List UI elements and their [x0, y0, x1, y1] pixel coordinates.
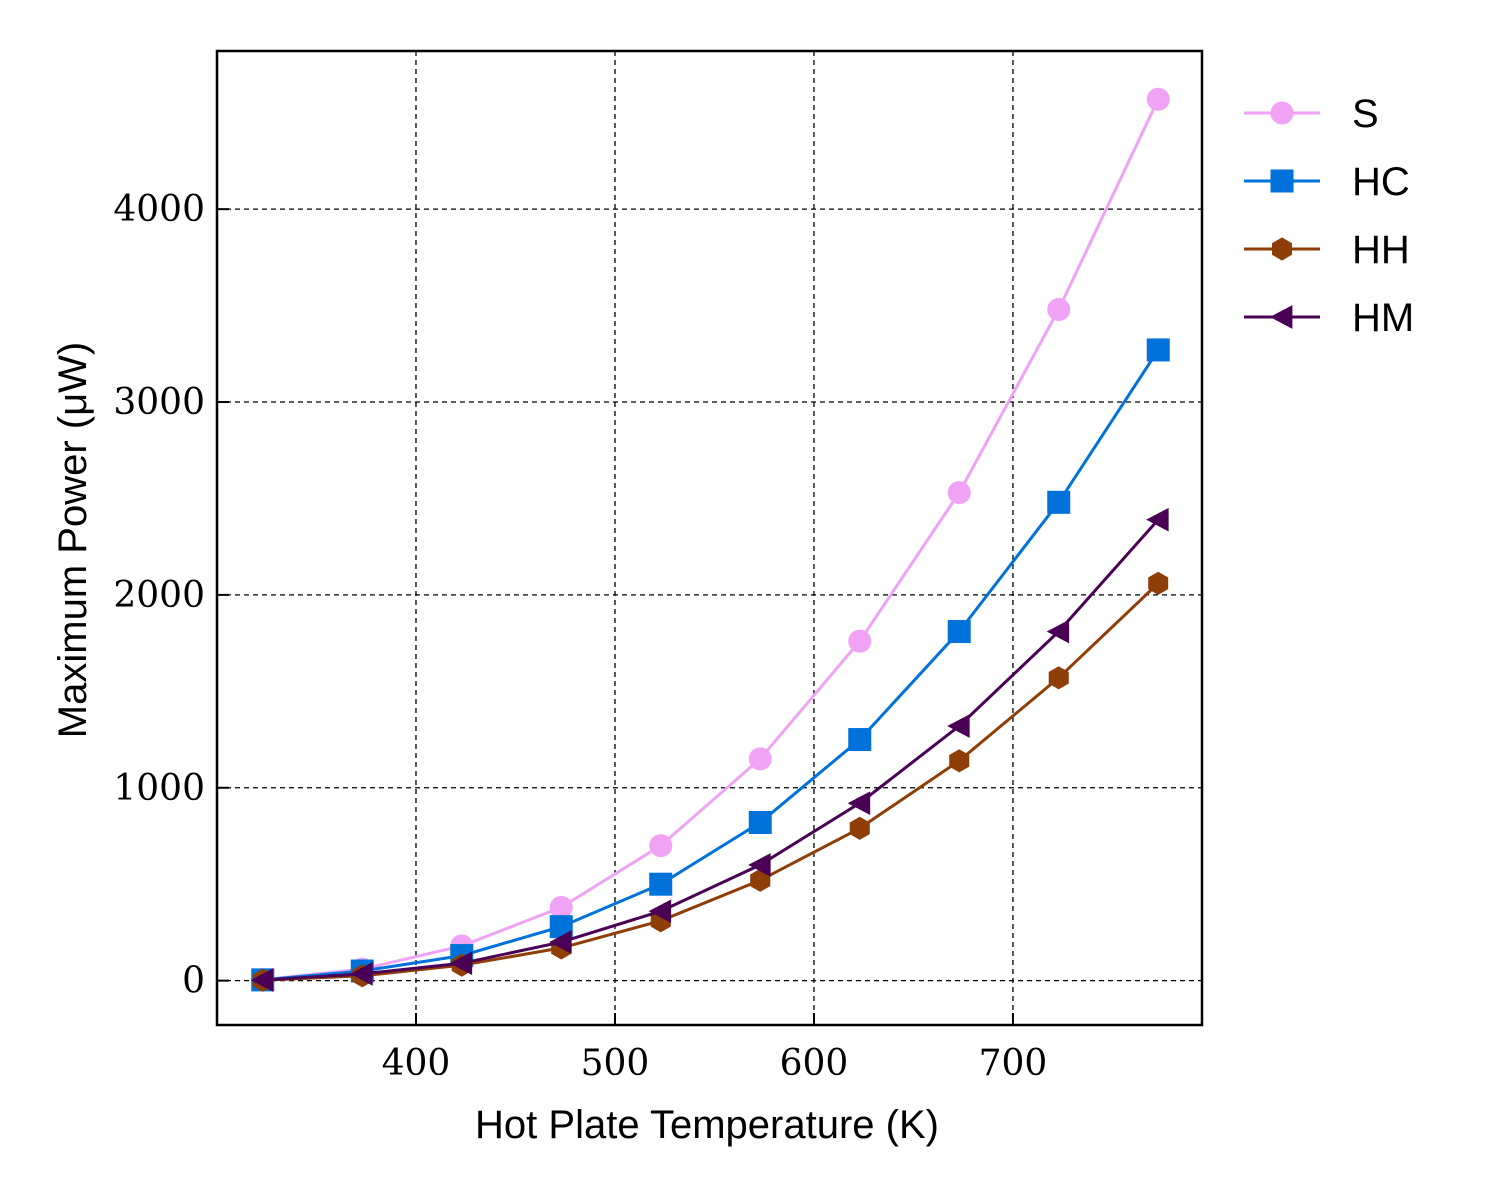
data-point	[748, 747, 772, 771]
legend-item-hm: HM	[1244, 296, 1414, 340]
legend-item-s: S	[1244, 92, 1379, 136]
data-point	[848, 728, 872, 752]
legend-label: HC	[1352, 160, 1410, 204]
series-line-hc	[262, 349, 1160, 982]
data-point	[350, 962, 373, 986]
legend-label: S	[1352, 92, 1379, 136]
series-hm	[250, 507, 1169, 992]
data-point	[947, 481, 971, 505]
data-point	[649, 872, 673, 896]
data-point	[1146, 87, 1170, 111]
legend-item-hh: HH	[1244, 228, 1410, 272]
y-axis-label: Maximum Power (μW)	[51, 342, 95, 738]
series-line-hh	[262, 582, 1160, 982]
legend-label: HH	[1352, 228, 1410, 272]
data-point	[1046, 619, 1070, 644]
data-point	[949, 749, 970, 773]
data-point	[847, 791, 871, 816]
y-tick-label: 4000	[113, 189, 205, 230]
data-point	[648, 899, 672, 924]
data-point	[549, 895, 573, 919]
grid	[217, 51, 1202, 1025]
legend-marker	[1272, 237, 1292, 261]
y-tick-label: 1000	[113, 768, 205, 809]
series-hc	[251, 338, 1170, 992]
legend-item-hc: HC	[1244, 160, 1410, 204]
legend-marker	[1270, 169, 1294, 193]
series-layer	[250, 87, 1170, 992]
series-line-s	[262, 98, 1160, 982]
data-point	[549, 930, 572, 954]
ticks: 400 500 600 700 0 1000 2000 3000 4000	[113, 189, 1047, 1084]
y-tick-label: 2000	[113, 575, 205, 616]
x-tick-label: 400	[382, 1043, 451, 1084]
legend-label: HM	[1352, 296, 1414, 340]
data-point	[649, 834, 673, 858]
series-hh	[252, 571, 1169, 992]
x-tick-label: 700	[979, 1043, 1048, 1084]
data-point	[1047, 490, 1071, 514]
y-tick-label: 3000	[113, 382, 205, 423]
data-point	[1146, 507, 1169, 532]
data-point	[449, 951, 473, 976]
legend: S HC HH HM	[1244, 92, 1414, 340]
plot-frame	[215, 49, 1204, 1027]
data-point	[250, 968, 274, 992]
x-tick-label: 600	[780, 1043, 849, 1084]
data-point	[1047, 297, 1071, 321]
data-point	[748, 810, 772, 834]
data-point	[1048, 666, 1069, 690]
data-point	[748, 853, 771, 877]
legend-marker	[1270, 101, 1294, 125]
data-point	[947, 714, 970, 738]
data-point	[849, 816, 870, 840]
data-point	[1146, 338, 1170, 362]
x-axis-label: Hot Plate Temperature (K)	[475, 1103, 939, 1147]
data-point	[1148, 571, 1169, 595]
legend-marker	[1269, 305, 1293, 329]
data-point	[848, 629, 872, 653]
y-tick-label: 0	[182, 961, 205, 1002]
x-tick-label: 500	[581, 1043, 650, 1084]
series-line-hm	[262, 518, 1160, 982]
data-point	[947, 620, 971, 644]
